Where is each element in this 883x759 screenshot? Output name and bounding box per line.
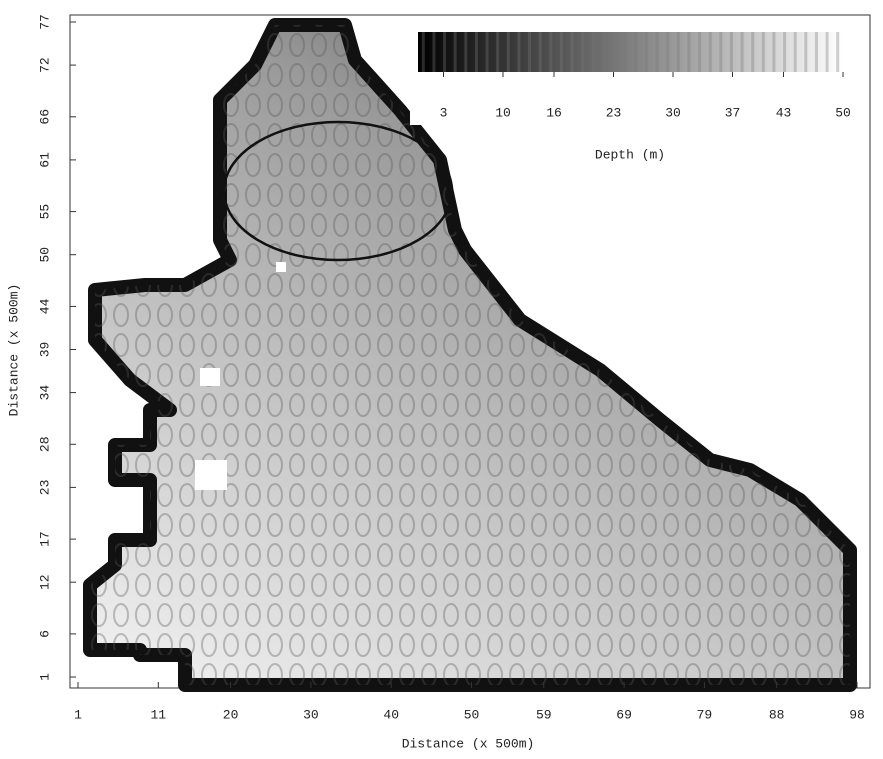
x-tick-label: 69 bbox=[616, 707, 632, 722]
y-tick-label: 28 bbox=[37, 436, 52, 452]
y-tick-label: 55 bbox=[37, 204, 52, 220]
x-tick-label: 50 bbox=[464, 707, 480, 722]
colorbar-tick-label: 16 bbox=[546, 105, 562, 120]
y-tick-label: 1 bbox=[37, 673, 52, 681]
y-tick-label: 72 bbox=[37, 57, 52, 73]
x-tick-label: 1 bbox=[74, 707, 82, 722]
y-tick-label: 61 bbox=[37, 152, 52, 168]
colorbar-label: Depth (m) bbox=[595, 147, 665, 162]
x-axis-label: Distance (x 500m) bbox=[402, 736, 535, 751]
colorbar-tick-label: 50 bbox=[835, 105, 851, 120]
x-tick-label: 40 bbox=[383, 707, 399, 722]
y-tick-label: 6 bbox=[37, 630, 52, 638]
chart: 310162330374350 Distance (x 500m) Distan… bbox=[0, 0, 883, 754]
colorbar-tick-label: 37 bbox=[725, 105, 741, 120]
x-tick-label: 88 bbox=[769, 707, 785, 722]
y-tick-label: 17 bbox=[37, 531, 52, 547]
y-tick-label: 34 bbox=[37, 385, 52, 401]
colorbar-tick-label: 23 bbox=[606, 105, 622, 120]
x-tick-label: 11 bbox=[151, 707, 167, 722]
x-tick-label: 79 bbox=[697, 707, 713, 722]
colorbar-tick-label: 30 bbox=[665, 105, 681, 120]
x-tick-label: 30 bbox=[303, 707, 319, 722]
y-tick-label: 12 bbox=[37, 574, 52, 590]
colorbar-tick-label: 43 bbox=[776, 105, 792, 120]
y-axis-label: Distance (x 500m) bbox=[6, 284, 21, 417]
colorbar-ramp bbox=[418, 32, 843, 72]
y-tick-label: 44 bbox=[37, 298, 52, 314]
y-tick-label: 39 bbox=[37, 342, 52, 358]
y-tick-label: 66 bbox=[37, 109, 52, 125]
colorbar-tick-label: 10 bbox=[495, 105, 511, 120]
x-tick-label: 20 bbox=[223, 707, 239, 722]
x-tick-label: 59 bbox=[536, 707, 552, 722]
y-tick-label: 77 bbox=[37, 14, 52, 30]
y-tick-label: 23 bbox=[37, 480, 52, 496]
colorbar-tick-label: 3 bbox=[440, 105, 448, 120]
y-tick-label: 50 bbox=[37, 247, 52, 263]
x-tick-label: 98 bbox=[849, 707, 865, 722]
